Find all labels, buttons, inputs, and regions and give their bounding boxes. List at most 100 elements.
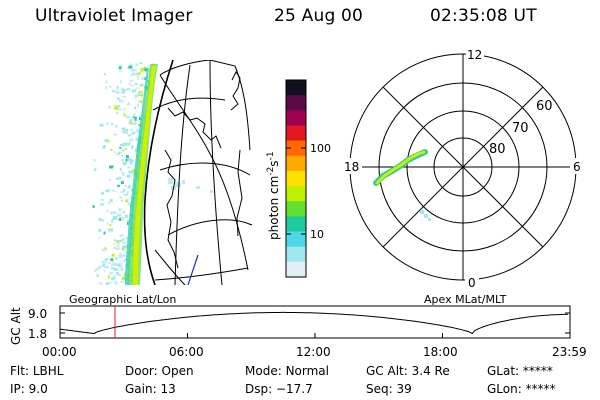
geo-speckle-pixel — [113, 242, 116, 245]
geo-image-panel — [92, 60, 253, 285]
colorbar: 100 10 photon cm-2s-1 — [266, 79, 331, 278]
geo-speckle-pixel — [136, 74, 140, 77]
geo-speckle-pixel — [118, 264, 123, 268]
geo-speckle-pixel — [134, 96, 137, 99]
geo-speckle-pixel — [127, 185, 131, 189]
geo-speckle-pixel — [111, 277, 116, 280]
geo-speckle-pixel — [103, 73, 106, 76]
status-mode: Mode: Normal — [245, 364, 329, 378]
geo-speckle-pixel — [124, 184, 128, 187]
status-seq-value: 39 — [396, 382, 412, 396]
geo-speckle-pixel — [121, 248, 125, 251]
geo-speckle-pixel — [100, 203, 105, 206]
altitude-plot: 9.0 1.8 GC Alt 00:00 06:00 12:00 18:00 2… — [9, 305, 587, 359]
geo-speckle-pixel — [134, 121, 137, 125]
geo-speckle-pixel — [109, 85, 112, 88]
geo-speckle-pixel — [128, 170, 133, 174]
geo-speckle-pixel — [124, 258, 128, 261]
polar-auroral-features — [373, 149, 431, 221]
geo-speckle-pixel — [134, 72, 138, 76]
status-seq: Seq: 39 — [366, 382, 412, 396]
colorbar-segment — [286, 110, 306, 127]
colorbar-segment — [286, 80, 306, 96]
status-door-value: Open — [161, 364, 194, 378]
geo-speckle-pixel — [127, 158, 132, 162]
geo-speckle-pixel — [116, 244, 120, 248]
status-gain-value: 13 — [160, 382, 176, 396]
geo-speckle-pixel — [102, 260, 107, 264]
geo-speckle-pixel — [132, 113, 135, 117]
geo-speckle-pixel — [116, 97, 120, 100]
geo-speckle-pixel — [98, 228, 102, 232]
geo-speckle-pixel — [117, 184, 120, 187]
geo-speckle-pixel — [131, 69, 134, 72]
status-door-label: Door: — [125, 364, 158, 378]
geo-speckle-pixel — [115, 153, 120, 156]
geo-speckle-pixel — [109, 198, 113, 202]
geo-speckle-pixel — [106, 122, 109, 125]
colorbar-segment — [286, 125, 306, 142]
colorbar-segment — [286, 170, 306, 187]
geo-speckle-pixel — [122, 260, 125, 263]
geo-speckle-pixel — [113, 133, 118, 136]
geo-speckle-pixel — [116, 239, 119, 243]
geo-speckle-pixel — [134, 83, 138, 85]
geo-speckle-pixel — [106, 222, 109, 225]
geo-speckle-pixel — [124, 241, 126, 244]
geo-speckle-pixel — [118, 99, 123, 103]
geo-speckle-pixel — [105, 282, 109, 285]
geo-speckle-pixel — [100, 198, 105, 201]
geo-speckle-pixel — [125, 158, 128, 162]
header-time: 02:35:08 UT — [430, 6, 537, 26]
altitude-curve — [59, 311, 568, 335]
geo-speckle-pixel — [99, 282, 103, 285]
geo-speckle-pixel — [108, 281, 112, 284]
geo-speckle-pixel — [135, 137, 138, 141]
geo-speckle-pixel — [129, 79, 134, 82]
geo-speckle-pixel — [120, 281, 125, 284]
geo-speckle-pixel — [126, 103, 131, 106]
geo-speckle-pixel — [106, 209, 109, 213]
geo-speckle-pixel — [110, 149, 113, 151]
geo-speckle-pixel — [130, 189, 134, 192]
geo-speckle-pixel — [121, 91, 126, 94]
geo-speckle-pixel — [128, 116, 131, 118]
geo-speckle-pixel — [105, 189, 110, 193]
geo-speckle-pixel — [109, 165, 114, 169]
colorbar-segment — [286, 261, 306, 278]
geo-speckle-pixel — [121, 238, 125, 241]
geo-speckle-pixel — [142, 70, 145, 73]
geo-speckle-pixel — [122, 100, 125, 103]
geo-speckle-pixel — [124, 214, 128, 218]
geo-speckle-pixel — [138, 124, 142, 127]
colorbar-tick-label-100: 100 — [310, 142, 331, 155]
polar-grid — [349, 53, 577, 281]
geo-speckle-pixel — [120, 181, 124, 185]
geo-speckle-pixel — [112, 261, 116, 264]
geo-speckle-pixel — [98, 218, 102, 221]
geo-speckle-pixel — [118, 151, 122, 154]
geo-speckle-pixel — [126, 191, 129, 195]
geo-speckle-pixel — [114, 151, 117, 154]
geo-speckle-pixel — [101, 248, 106, 252]
geo-speckle-pixel — [137, 104, 139, 107]
geo-speckle-pixel — [131, 146, 133, 150]
geo-speckle-pixel — [111, 189, 116, 192]
geo-speckle-pixel — [143, 77, 147, 81]
status-mode-value: Normal — [285, 364, 329, 378]
geo-speckle-pixel — [108, 105, 112, 109]
geo-speckle-pixel — [104, 258, 109, 261]
geo-speckle-pixel — [118, 176, 122, 179]
geo-speckle-pixel — [138, 117, 141, 120]
status-dsp-label: Dsp: — [245, 382, 273, 396]
geo-speckle-pixel — [121, 127, 126, 131]
geo-speckle-pixel — [93, 159, 96, 162]
geo-speckle-pixel — [112, 89, 116, 93]
geo-speckle-pixel — [96, 273, 99, 277]
geo-speckle-pixel — [118, 218, 120, 221]
geo-speckle-pixel — [103, 269, 106, 272]
status-glat-value: ***** — [522, 364, 553, 378]
geo-speckle-pixel — [115, 105, 120, 108]
geo-speckle-pixel — [94, 168, 97, 172]
